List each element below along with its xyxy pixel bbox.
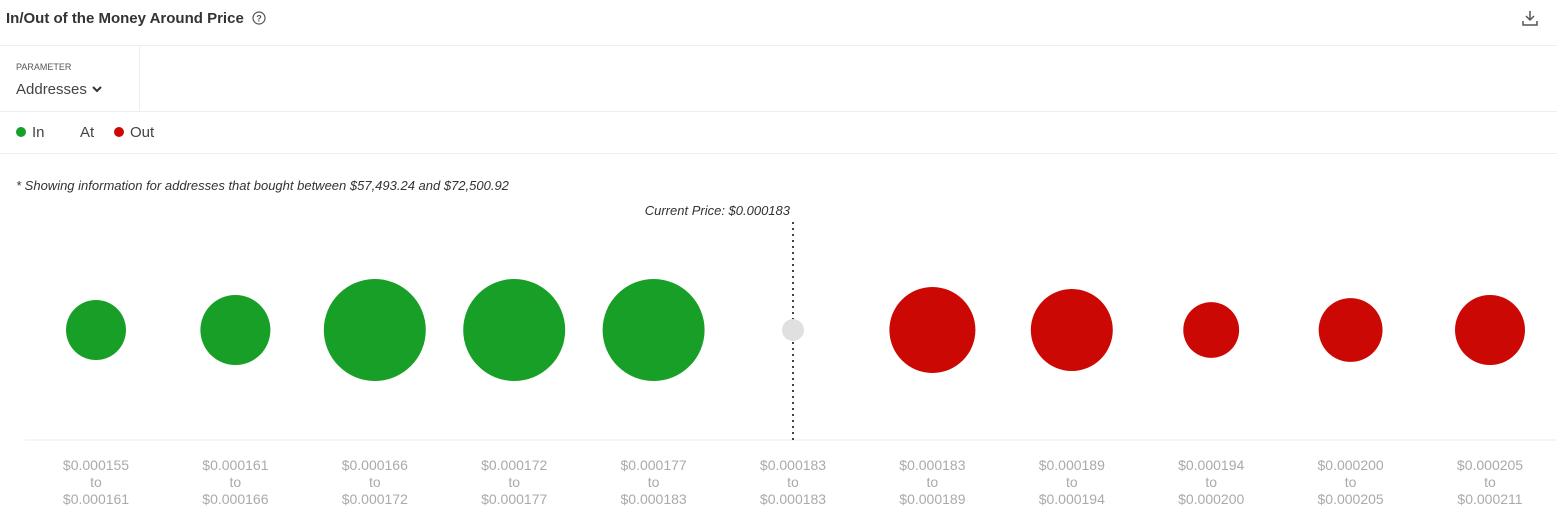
header xyxy=(0,0,1557,46)
legend-label: Out xyxy=(130,124,155,141)
divider xyxy=(0,153,1557,154)
x-tick-label: to xyxy=(927,474,939,490)
note: * Showing information for addresses that… xyxy=(16,178,509,193)
parameter-value: Addresses xyxy=(16,81,87,98)
x-tick-label: to xyxy=(1066,474,1078,490)
x-tick-label: $0.000183 xyxy=(760,491,826,507)
x-tick-label: $0.000205 xyxy=(1457,457,1523,473)
bubble xyxy=(323,279,426,381)
x-tick-label: $0.000194 xyxy=(1178,457,1244,473)
x-tick-label: to xyxy=(1484,474,1496,490)
x-tick-label: $0.000172 xyxy=(342,491,408,507)
legend-label: In xyxy=(32,124,45,141)
bubble xyxy=(1183,302,1240,358)
x-tick-label: $0.000177 xyxy=(481,491,547,507)
title: In/Out of the Money Around Price ? xyxy=(6,10,266,27)
x-tick-label: $0.000194 xyxy=(1039,491,1105,507)
x-tick-label: $0.000161 xyxy=(202,457,268,473)
x-tick-label: to xyxy=(1205,474,1217,490)
x-tick-label: $0.000183 xyxy=(760,457,826,473)
x-tick-label: $0.000200 xyxy=(1178,491,1244,507)
bubble xyxy=(66,300,126,360)
parameter-label: PARAMETER xyxy=(16,62,72,72)
divider xyxy=(0,111,1557,112)
x-tick-label: $0.000183 xyxy=(899,457,965,473)
title-text: In/Out of the Money Around Price xyxy=(6,10,244,27)
x-tick-label: $0.000166 xyxy=(342,457,408,473)
bubble xyxy=(1030,289,1113,371)
legend-label: At xyxy=(80,124,95,141)
x-tick-label: $0.000200 xyxy=(1318,457,1384,473)
chevron xyxy=(92,86,102,93)
bubble xyxy=(1318,298,1383,362)
bubble xyxy=(602,279,705,381)
x-tick-label: $0.000155 xyxy=(63,457,129,473)
x-tick-label: $0.000189 xyxy=(899,491,965,507)
x-tick-label: $0.000189 xyxy=(1039,457,1105,473)
x-tick-label: to xyxy=(1345,474,1357,490)
bubble xyxy=(782,319,804,341)
legend-dot xyxy=(16,127,26,137)
x-tick-label: $0.000205 xyxy=(1318,491,1384,507)
x-tick-label: to xyxy=(648,474,660,490)
bubble xyxy=(889,286,976,374)
x-tick-label: $0.000172 xyxy=(481,457,547,473)
x-tick-label: $0.000211 xyxy=(1457,491,1522,507)
bubble xyxy=(200,295,271,365)
legend-dot xyxy=(114,127,124,137)
x-tick-label: to xyxy=(508,474,520,490)
legend-item[interactable]: Out xyxy=(114,124,154,141)
x-tick-label: to xyxy=(90,474,102,490)
legend-item[interactable]: At xyxy=(80,124,94,141)
current-price-label: Current Price: $0.000183 xyxy=(645,203,791,218)
x-tick-label: $0.000177 xyxy=(621,457,687,473)
bubble xyxy=(1455,295,1525,365)
x-tick-label: to xyxy=(230,474,242,490)
svg-text:?: ? xyxy=(256,14,262,24)
x-tick-label: to xyxy=(787,474,799,490)
x-tick-label: $0.000183 xyxy=(621,491,687,507)
download-icon[interactable] xyxy=(1520,8,1540,28)
x-tick-label: $0.000166 xyxy=(202,491,268,507)
x-tick-label: $0.000161 xyxy=(63,491,129,507)
parameter-box xyxy=(0,46,140,111)
parameter-select[interactable]: Addresses xyxy=(16,81,103,98)
legend-item[interactable]: In xyxy=(16,124,45,141)
help-icon[interactable]: ? xyxy=(252,11,266,25)
x-tick-label: to xyxy=(369,474,381,490)
bubble xyxy=(463,279,566,381)
